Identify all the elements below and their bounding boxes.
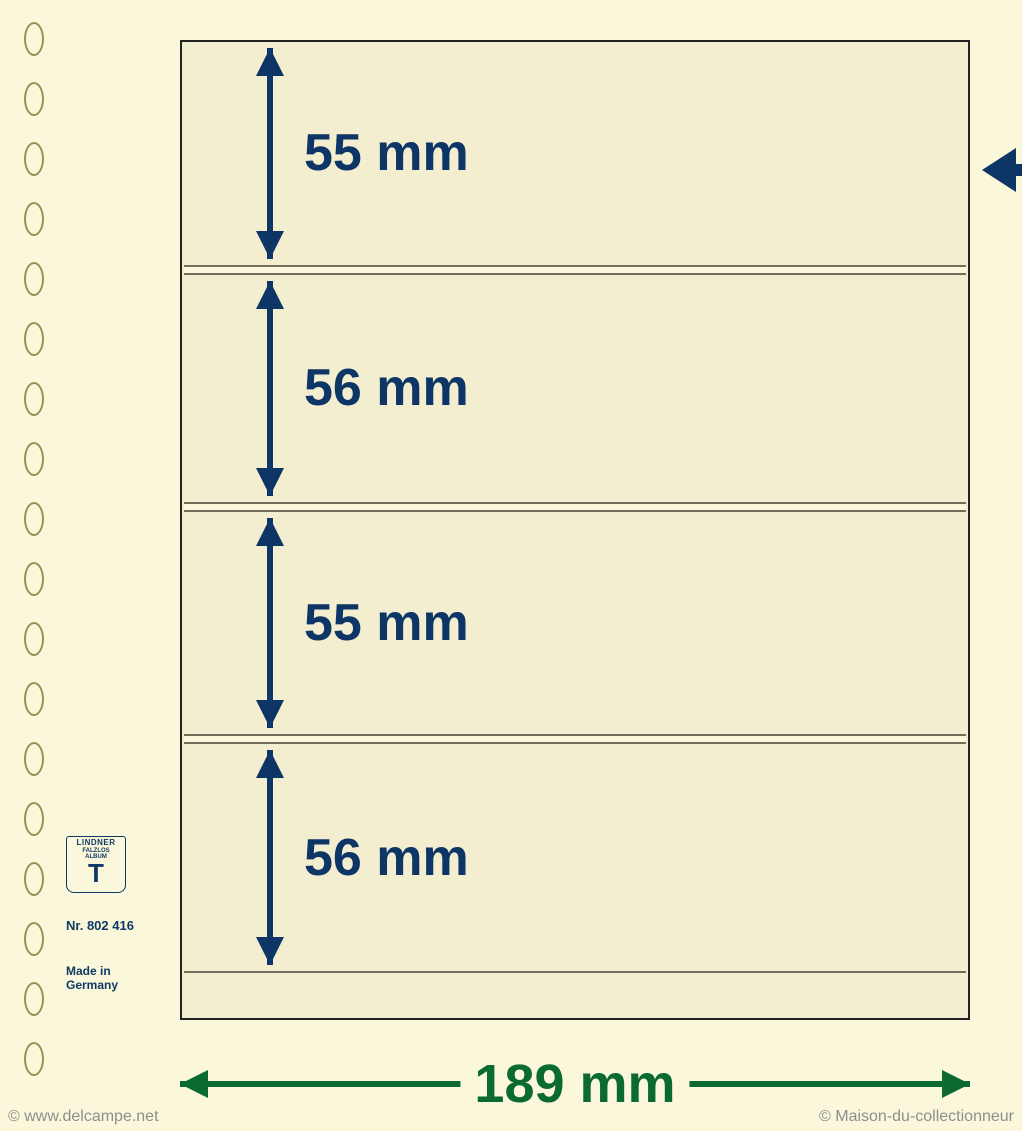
- binder-hole: [24, 142, 44, 176]
- binder-hole: [24, 202, 44, 236]
- width-measure: 189 mm: [180, 1064, 970, 1104]
- insert-direction-arrow-icon: [982, 148, 1016, 192]
- binder-hole: [24, 622, 44, 656]
- binder-hole: [24, 802, 44, 836]
- strip-height-label: 55 mm: [304, 593, 469, 653]
- strip-height-label: 56 mm: [304, 828, 469, 888]
- strip-height-measure: 56 mm: [256, 750, 284, 965]
- strip-height-label: 55 mm: [304, 123, 469, 183]
- strip-divider: [184, 502, 966, 512]
- content-frame: 55 mm 56 mm 55 mm 56 mm: [180, 40, 970, 1020]
- binder-hole: [24, 442, 44, 476]
- strip-divider: [184, 971, 966, 973]
- strip-height-measure: 55 mm: [256, 518, 284, 729]
- binder-hole: [24, 562, 44, 596]
- item-number: Nr. 802 416: [66, 918, 134, 934]
- binder-hole: [24, 982, 44, 1016]
- strip-height-label: 56 mm: [304, 358, 469, 418]
- made-in-label: Made in Germany: [66, 964, 126, 993]
- binder-hole: [24, 922, 44, 956]
- strip-divider: [184, 265, 966, 275]
- binder-hole: [24, 82, 44, 116]
- binder-hole: [24, 682, 44, 716]
- strip-height-measure: 56 mm: [256, 281, 284, 496]
- album-page-diagram: 55 mm 56 mm 55 mm 56 mm 189 mm LINDNERFALZLOS…: [0, 0, 1022, 1131]
- watermark-left: © www.delcampe.net: [8, 1108, 159, 1126]
- brand-name: LINDNER: [71, 839, 121, 848]
- strip-height-measure: 55 mm: [256, 48, 284, 259]
- binder-hole: [24, 322, 44, 356]
- brand-badge: LINDNERFALZLOS ALBUMT: [66, 836, 126, 893]
- strip-divider: [184, 734, 966, 744]
- watermark-right: © Maison-du-collectionneur: [819, 1108, 1014, 1126]
- binder-hole: [24, 862, 44, 896]
- binder-hole: [24, 22, 44, 56]
- binder-hole: [24, 742, 44, 776]
- width-measure-label: 189 mm: [460, 1053, 689, 1115]
- binder-hole: [24, 382, 44, 416]
- brand-letter: T: [71, 859, 121, 888]
- binder-hole: [24, 1042, 44, 1076]
- binder-hole: [24, 502, 44, 536]
- binder-hole: [24, 262, 44, 296]
